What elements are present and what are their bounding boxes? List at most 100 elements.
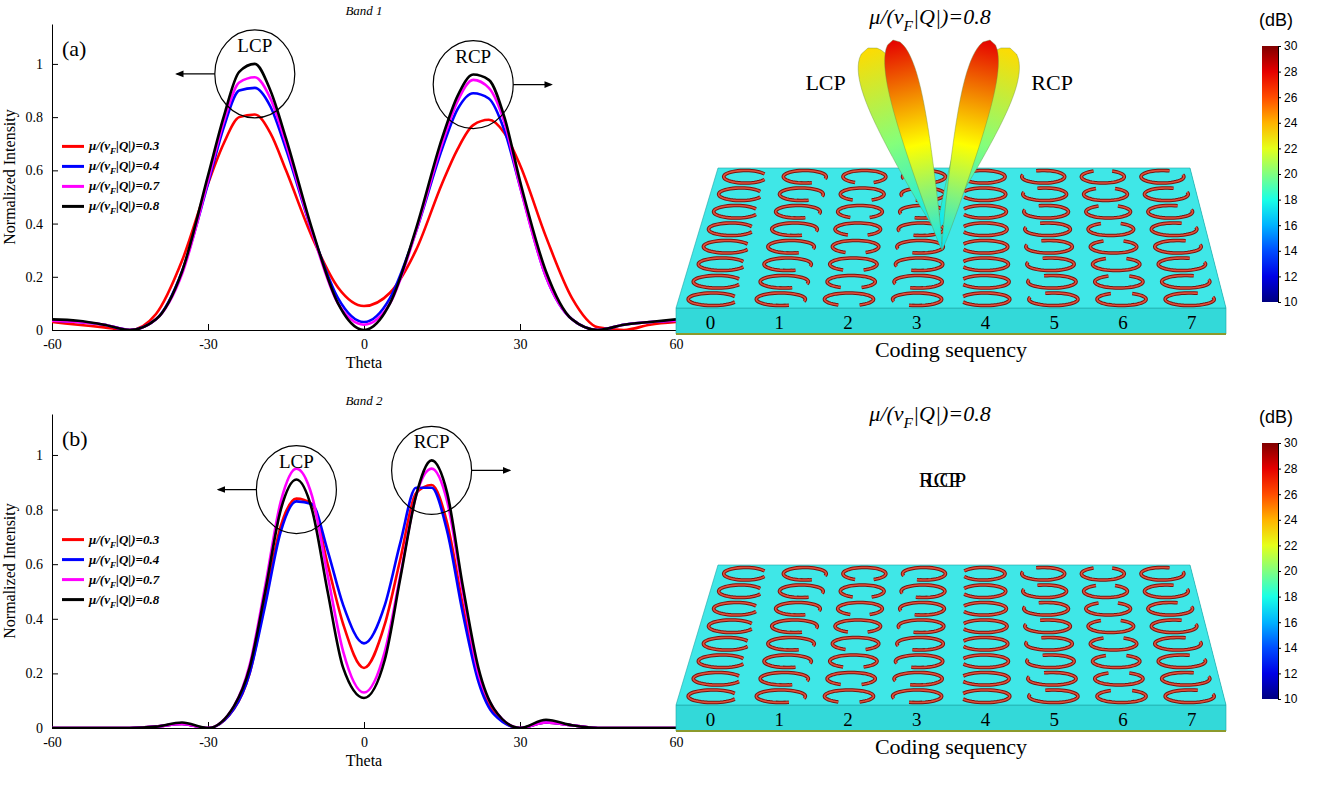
split-ring	[772, 223, 817, 236]
split-ring-highlight	[1026, 637, 1072, 650]
colorbar-axis: 1012141618202224262830	[1278, 436, 1298, 706]
text-part: μ/(v	[88, 158, 110, 173]
y-tick: 0.8	[26, 503, 59, 518]
colorbar-tick-mark	[1278, 97, 1281, 98]
split-ring	[1081, 568, 1124, 580]
colorbar-tick-mark	[1278, 597, 1281, 598]
split-ring	[708, 620, 751, 633]
y-tick: 1	[36, 57, 58, 72]
x-tick-label: 0	[361, 337, 368, 352]
series-line	[52, 88, 676, 330]
text-part: |Q|)=0.3	[116, 532, 160, 547]
coding-digit: 3	[912, 312, 922, 333]
split-ring-highlight	[895, 655, 942, 668]
split-ring	[714, 205, 756, 218]
text-part: |Q|)=0.8	[913, 4, 991, 29]
y-tick-mark	[52, 510, 58, 511]
split-ring	[1093, 259, 1140, 271]
split-ring-highlight	[714, 602, 756, 615]
illustration-title: μ/(vF|Q|)=0.8	[868, 4, 990, 34]
split-ring-highlight	[964, 223, 1007, 236]
text-part: μ/(v	[88, 178, 110, 193]
colorbar-tick: 26	[1278, 488, 1298, 502]
colorbar-tick: 30	[1278, 39, 1298, 53]
y-tick-mark	[52, 170, 58, 171]
annotation-label: LCP	[279, 451, 314, 472]
subscript: F	[903, 414, 914, 431]
legend-item: μ/(vF|Q|)=0.3	[62, 138, 160, 156]
subscript: F	[903, 17, 914, 34]
split-ring	[719, 188, 761, 201]
split-ring-highlight	[1093, 656, 1140, 668]
colorbar-tick-mark	[1278, 72, 1281, 73]
split-ring	[1028, 672, 1076, 685]
split-ring-highlight	[964, 585, 1006, 598]
split-ring-highlight	[768, 240, 814, 253]
split-ring-highlight	[1155, 240, 1201, 253]
split-ring	[830, 258, 877, 270]
split-ring-highlight	[827, 672, 875, 684]
subscript: F	[109, 166, 116, 176]
split-ring	[1165, 293, 1214, 306]
y-tick-mark	[52, 224, 58, 225]
coding-digit: 2	[843, 312, 853, 333]
y-tick-label: 0.8	[26, 110, 44, 125]
split-ring-highlight	[1090, 638, 1136, 650]
split-ring	[1151, 620, 1196, 633]
split-ring-highlight	[1151, 620, 1196, 633]
split-ring	[824, 293, 873, 305]
legend-item: μ/(vF|Q|)=0.4	[62, 552, 160, 570]
colorbar-tick-mark	[1278, 123, 1281, 124]
rings	[688, 567, 1214, 702]
split-ring-highlight	[838, 602, 883, 614]
split-ring-highlight	[1027, 258, 1074, 271]
split-ring-highlight	[1090, 241, 1136, 253]
split-ring	[897, 240, 943, 253]
y-tick-label: 0.4	[26, 612, 44, 627]
legend-label: μ/(vF|Q|)=0.7	[88, 572, 160, 590]
chart-title: Band 2	[345, 393, 383, 408]
y-tick-label: 0.4	[26, 217, 44, 232]
coding-digit: 1	[774, 312, 784, 333]
legend-item: μ/(vF|Q|)=0.8	[62, 592, 160, 610]
annotation-arrow	[472, 470, 510, 471]
split-ring	[1155, 240, 1201, 253]
text-part: |Q|)=0.8	[116, 592, 160, 607]
split-ring	[779, 585, 823, 598]
split-ring-highlight	[703, 240, 747, 253]
split-ring-highlight	[1158, 655, 1205, 668]
split-ring-highlight	[964, 188, 1006, 201]
x-tick-label: 60	[670, 337, 684, 352]
split-ring-highlight	[1029, 690, 1078, 703]
split-ring-highlight	[1022, 567, 1065, 580]
legend-swatch	[62, 145, 84, 148]
split-ring-highlight	[1088, 621, 1134, 633]
split-ring	[1029, 293, 1078, 306]
split-ring	[703, 240, 747, 253]
split-ring	[964, 223, 1007, 236]
split-ring-highlight	[1097, 691, 1146, 703]
y-tick-mark	[52, 673, 58, 674]
y-axis-title: Normalized Intensity	[1, 109, 19, 245]
split-ring	[719, 585, 761, 598]
split-ring	[779, 188, 823, 201]
legend-label: μ/(vF|Q|)=0.8	[88, 198, 160, 216]
series-line	[52, 469, 676, 728]
legend-swatch	[62, 165, 84, 168]
split-ring-highlight	[964, 205, 1006, 218]
coding-digit: 7	[1187, 312, 1197, 333]
colorbar-tick-label: 30	[1284, 436, 1298, 450]
colorbar-tick: 16	[1278, 616, 1298, 630]
ground-plane	[676, 730, 1226, 732]
legend-item: μ/(vF|Q|)=0.7	[62, 572, 160, 590]
split-ring-highlight	[783, 170, 826, 183]
coding-digit: 1	[774, 709, 784, 730]
split-ring-highlight	[764, 655, 811, 668]
annotation-arrow	[513, 84, 551, 85]
split-ring	[838, 602, 883, 614]
split-ring	[1093, 656, 1140, 668]
colorbar-tick-label: 12	[1284, 270, 1298, 284]
colorbar-tick: 10	[1278, 692, 1298, 706]
split-ring-highlight	[1029, 293, 1078, 306]
split-ring-highlight	[901, 585, 945, 598]
